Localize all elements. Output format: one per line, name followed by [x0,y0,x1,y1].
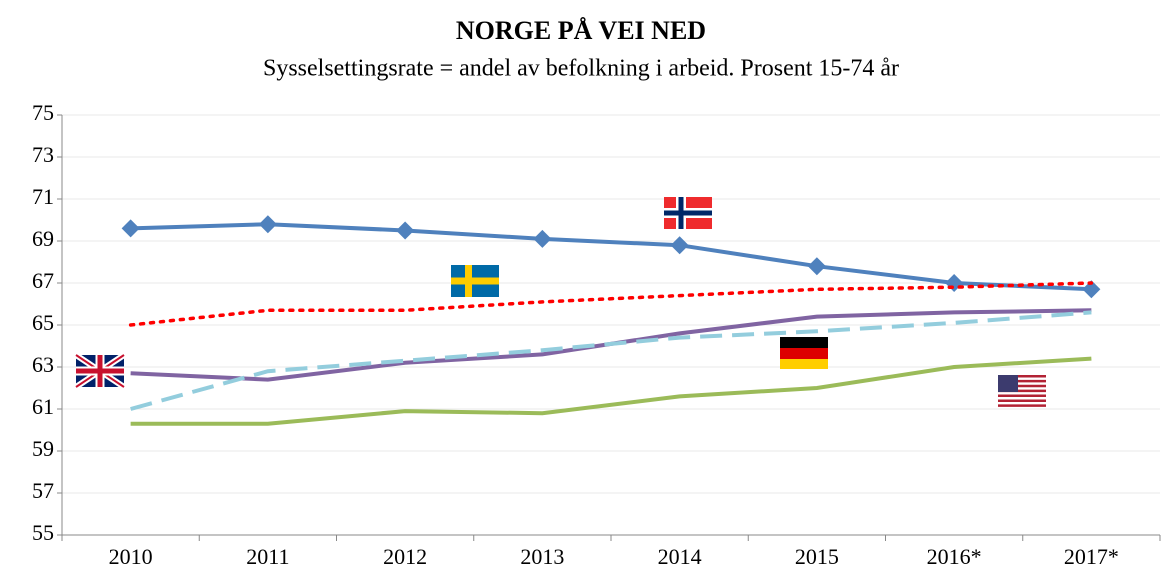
chart-subtitle: Sysselsettingsrate = andel av befolkning… [263,56,899,82]
point [1082,280,1101,299]
series-line [130,310,1092,411]
series-line [130,356,1092,426]
y-tick-label: 65 [32,310,54,335]
flag-usa [998,374,1046,407]
series-line [130,222,1092,292]
y-tick-label: 55 [32,520,54,545]
x-tick-label: 2016* [927,544,982,569]
flag-germany [780,337,828,369]
flag-uk [74,352,126,390]
x-tick-label: 2012 [383,544,427,569]
point [945,274,964,292]
plot-area: 55 57 59 61 63 65 67 69 71 73 75 2010 2011 2012 2013 20… [32,100,1161,569]
x-tick-label: 2015 [795,544,839,569]
x-tick-label: 2017* [1064,544,1119,569]
y-tick-label: 69 [32,226,54,251]
y-tick-label: 61 [32,394,54,419]
x-tick-label: 2011 [246,544,289,569]
chart-title: NORGE PÅ VEI NED [456,16,706,45]
y-tick-label: 71 [32,184,54,209]
series-line [128,281,1094,327]
y-tick-label: 57 [32,478,54,503]
y-tick-label: 59 [32,436,54,461]
point [396,221,415,240]
flag-norway [664,197,712,229]
point [533,229,552,248]
x-tick-label: 2013 [520,544,564,569]
y-tick-label: 75 [32,100,54,125]
point [807,257,826,276]
y-tick-label: 73 [32,142,54,167]
point [121,219,140,238]
flag-sweden [451,265,499,297]
point [258,215,277,234]
point [670,236,689,255]
y-tick-label: 67 [32,268,54,293]
y-tick-label: 63 [32,352,54,377]
x-tick-label: 2010 [109,544,153,569]
x-tick-label: 2014 [658,544,702,569]
